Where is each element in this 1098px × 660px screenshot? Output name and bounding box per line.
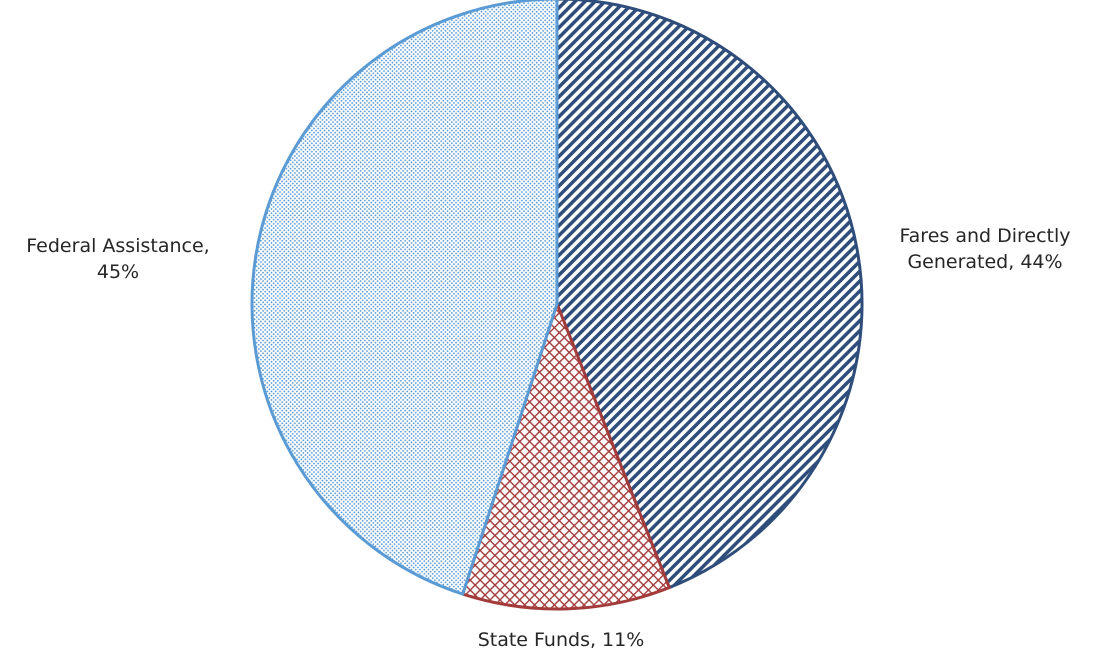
slice-label-line: Generated, 44% (907, 251, 1062, 273)
pie-slices (250, 0, 864, 611)
pie-slice (461, 302, 671, 611)
slice-label: Fares and Directly Generated, 44% (899, 225, 1070, 273)
slice-label-line: 45% (97, 261, 139, 283)
pie-slice (250, 0, 559, 596)
slice-label-line: Federal Assistance, (26, 235, 209, 257)
pie-slice (555, 0, 864, 590)
slice-label: State Funds, 11% (478, 629, 645, 651)
slice-label-line: State Funds, 11% (478, 629, 645, 651)
slice-label-line: Fares and Directly (899, 225, 1070, 247)
slice-label: Federal Assistance, 45% (26, 235, 209, 283)
slice-labels: Fares and Directly Generated, 44% State Fu… (26, 225, 1070, 651)
